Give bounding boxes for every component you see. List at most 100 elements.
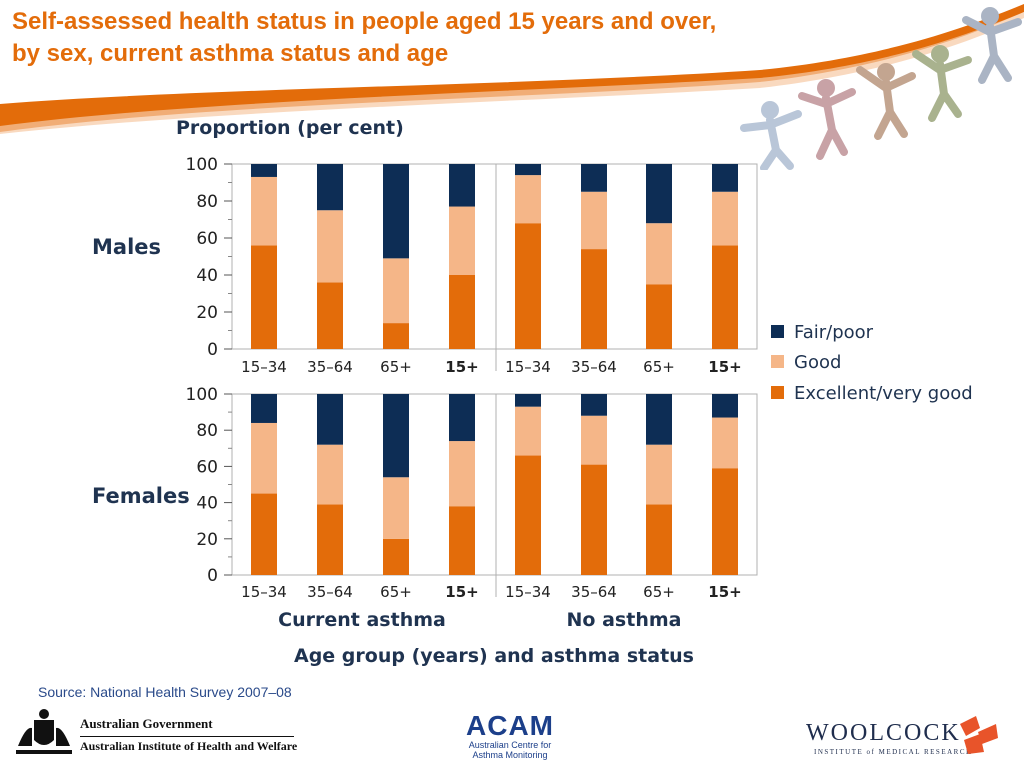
- x-tick-label: 65+: [643, 358, 675, 376]
- legend-label: Fair/poor: [794, 322, 874, 343]
- x-tick-label: 15+: [708, 358, 741, 376]
- bar-segment: [317, 394, 343, 445]
- bar-segment: [712, 394, 738, 418]
- bar-segment: [449, 506, 475, 575]
- aihw-name-text: Australian Institute of Health and Welfa…: [80, 739, 298, 753]
- coat-of-arms-icon: [16, 709, 72, 754]
- bar-segment: [581, 394, 607, 416]
- x-tick-label: 35–64: [307, 583, 353, 601]
- y-tick-label: 40: [196, 266, 218, 286]
- bar-segment: [646, 284, 672, 349]
- bar-segment: [581, 164, 607, 192]
- bar-segment: [515, 175, 541, 224]
- gov-divider: [80, 736, 294, 737]
- gov-name-text: Australian Government: [80, 716, 213, 731]
- bar-segment: [383, 258, 409, 324]
- bar-segment: [581, 415, 607, 465]
- panel-frame: [231, 393, 758, 576]
- x-tick-label: 65+: [643, 583, 675, 601]
- legend-swatch: [771, 325, 784, 338]
- bar-segment: [515, 223, 541, 349]
- bar-segment: [646, 164, 672, 224]
- acam-subtitle-1: Australian Centre for: [468, 740, 552, 750]
- bar-segment: [251, 164, 277, 177]
- bar-segment: [712, 164, 738, 192]
- header-swoosh: [0, 4, 1024, 134]
- x-tick-label: 65+: [380, 583, 412, 601]
- bar-segment: [317, 444, 343, 505]
- group-label-current-asthma: Current asthma: [278, 609, 446, 631]
- bar-segment: [251, 176, 277, 246]
- bar-segment: [581, 191, 607, 250]
- bar-segment: [581, 464, 607, 575]
- x-tick-label: 15+: [445, 358, 478, 376]
- x-tick-label: 15–34: [505, 358, 551, 376]
- bar-segment: [449, 441, 475, 507]
- bar-segment: [317, 282, 343, 349]
- x-axis-title: Age group (years) and asthma status: [294, 645, 694, 667]
- x-tick-label: 65+: [380, 358, 412, 376]
- x-tick-label: 15–34: [241, 358, 287, 376]
- bar-segment: [317, 164, 343, 211]
- bar-segment: [251, 245, 277, 349]
- legend-swatch: [771, 386, 784, 399]
- bar-segment: [712, 191, 738, 246]
- slide-title-line-2: by sex, current asthma status and age: [12, 40, 449, 67]
- panel-frame: [231, 163, 758, 350]
- bar-segment: [251, 422, 277, 494]
- y-tick-label: 60: [196, 457, 218, 477]
- figure-icon: [740, 101, 802, 170]
- figure-icon: [912, 45, 972, 122]
- legend-swatch: [771, 355, 784, 368]
- y-tick-label: 0: [207, 340, 218, 360]
- x-tick-label: 35–64: [571, 358, 617, 376]
- slide-title-line-1: Self-assessed health status in people ag…: [12, 8, 717, 35]
- bar-segment: [515, 164, 541, 176]
- acam-logo: ACAM Australian Centre for Asthma Monito…: [455, 712, 565, 762]
- bar-segment: [646, 223, 672, 285]
- australian-government-logo: Australian Government Australian Institu…: [12, 706, 302, 762]
- acam-subtitle-2: Asthma Monitoring: [472, 750, 548, 760]
- woolcock-logo: WOOLCOCK INSTITUTE of MEDICAL RESEARCH: [806, 712, 1006, 762]
- x-tick-label: 15+: [708, 583, 741, 601]
- figure-icon: [856, 63, 916, 140]
- bar-segment: [317, 210, 343, 283]
- bar-segment: [712, 468, 738, 575]
- x-tick-label: 15–34: [505, 583, 551, 601]
- x-tick-label: 35–64: [307, 358, 353, 376]
- legend-label: Excellent/very good: [794, 383, 973, 404]
- bar-segment: [712, 245, 738, 349]
- group-label-no-asthma: No asthma: [567, 609, 682, 631]
- bar-segment: [712, 417, 738, 469]
- bar-segment: [581, 249, 607, 349]
- panel-label-males: Males: [92, 235, 161, 259]
- figure-icon: [962, 7, 1022, 84]
- acam-wordmark: ACAM: [466, 710, 554, 741]
- woolcock-mark-icon: [960, 716, 998, 754]
- y-tick-label: 100: [186, 385, 218, 405]
- bar-segment: [383, 538, 409, 575]
- stacked-bar-chart: Proportion (per cent) 0 20 40 60 80 100 Males 15…: [92, 117, 973, 667]
- bar-segment: [449, 206, 475, 275]
- legend-label: Good: [794, 352, 841, 373]
- bar-segment: [515, 455, 541, 575]
- bar-segment: [646, 504, 672, 575]
- bar-segment: [383, 477, 409, 539]
- woolcock-subtitle: INSTITUTE of MEDICAL RESEARCH: [814, 748, 973, 756]
- bar-segment: [646, 394, 672, 445]
- figure-icon: [798, 79, 856, 160]
- y-tick-label: 60: [196, 229, 218, 249]
- bar-segment: [449, 164, 475, 207]
- bar-segment: [317, 504, 343, 575]
- x-tick-label: 35–64: [571, 583, 617, 601]
- bar-segment: [251, 394, 277, 423]
- x-tick-label: 15–34: [241, 583, 287, 601]
- y-tick-label: 80: [196, 192, 218, 212]
- woolcock-wordmark: WOOLCOCK: [806, 720, 961, 746]
- panel-label-females: Females: [92, 484, 190, 508]
- bar-segment: [449, 394, 475, 442]
- bar-segment: [251, 493, 277, 575]
- bar-segment: [449, 275, 475, 349]
- figures-decoration: [740, 7, 1022, 170]
- y-tick-label: 0: [207, 566, 218, 586]
